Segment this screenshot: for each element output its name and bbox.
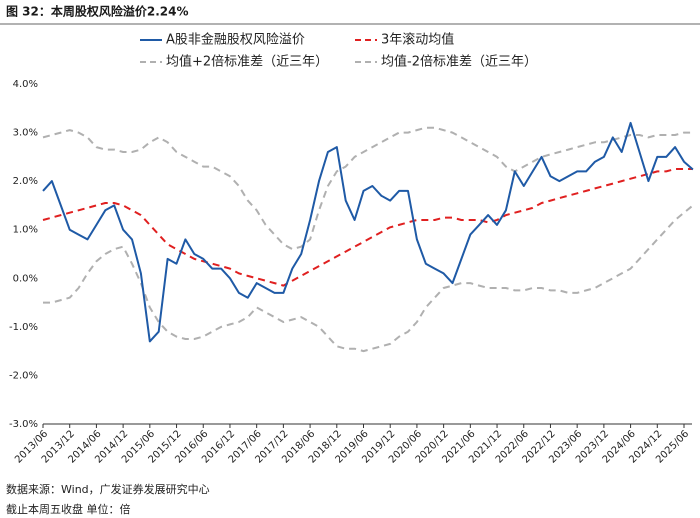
source-note: 数据来源：Wind，广发证券发展研究中心 <box>6 482 210 496</box>
y-tick-label: -3.0% <box>9 419 38 430</box>
legend-label: 均值-2倍标准差（近三年） <box>381 54 537 70</box>
y-tick-label: -2.0% <box>9 370 38 381</box>
y-tick-label: -1.0% <box>9 322 38 333</box>
y-tick-label: 1.0% <box>13 225 38 236</box>
y-tick-label: 0.0% <box>13 273 38 284</box>
y-tick-label: 4.0% <box>13 79 38 90</box>
legend-label: A股非金融股权风险溢价 <box>166 32 305 48</box>
y-tick-label: 3.0% <box>13 128 38 139</box>
series-line <box>43 204 694 353</box>
unit-note: 截止本周五收盘 单位：倍 <box>6 502 131 516</box>
legend-label: 3年滚动均值 <box>381 32 454 48</box>
series-line <box>42 168 693 287</box>
series-line <box>42 121 694 343</box>
chart-title: 图 32：本周股权风险溢价2.24% <box>6 4 189 19</box>
y-tick-label: 2.0% <box>13 176 38 187</box>
legend-label: 均值+2倍标准差（近三年） <box>166 54 328 70</box>
